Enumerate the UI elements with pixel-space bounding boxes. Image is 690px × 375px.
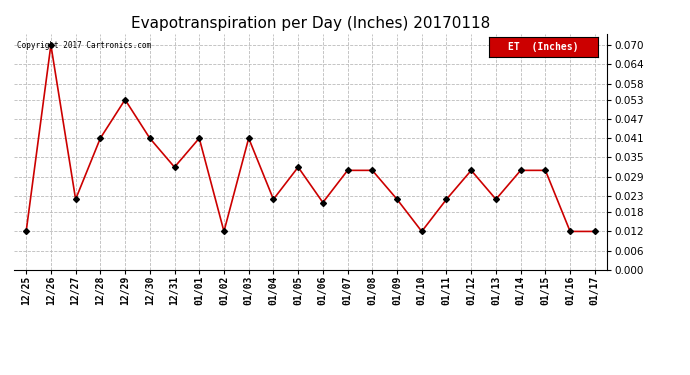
Title: Evapotranspiration per Day (Inches) 20170118: Evapotranspiration per Day (Inches) 2017… [131,16,490,31]
Text: Copyright 2017 Cartronics.com: Copyright 2017 Cartronics.com [17,41,151,50]
